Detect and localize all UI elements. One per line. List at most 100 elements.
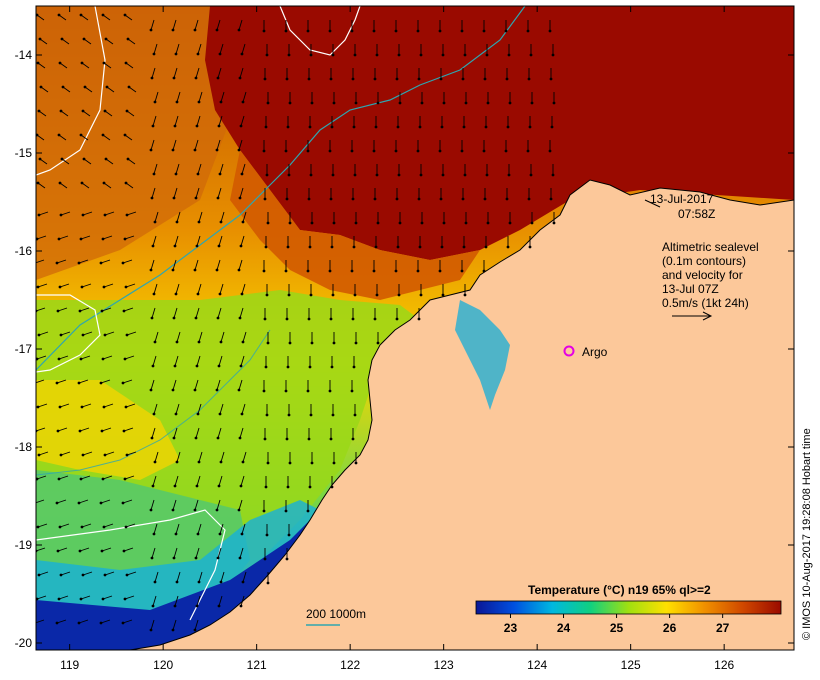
velocity-arrow-head [440,125,444,129]
velocity-arrow [62,86,71,93]
velocity-arrow [80,595,91,600]
velocity-arrow-head [150,196,154,200]
lat-tick-label: -14 [15,48,33,62]
velocity-arrow [103,403,114,408]
velocity-arrow [195,547,200,559]
velocity-arrow [173,307,178,319]
velocity-arrow-head [526,29,530,33]
velocity-arrow-head [394,269,398,273]
velocity-arrow-head [310,341,314,345]
velocity-arrow-head [441,53,445,57]
velocity-arrow-head [56,309,60,313]
velocity-arrow-head [262,389,266,393]
velocity-arrow-head [264,485,268,489]
velocity-arrow [102,475,113,480]
velocity-arrow-head [284,389,288,393]
velocity-arrow [172,499,177,511]
velocity-arrow [37,62,46,69]
velocity-arrow-head [215,508,219,512]
velocity-arrow [103,283,114,288]
velocity-arrow-head [39,85,43,89]
velocity-arrow-head [373,317,377,321]
colorbar-title: Temperature (°C) n19 65% ql>=2 [528,583,711,597]
velocity-arrow-head [57,477,61,481]
velocity-arrow-head [396,245,400,249]
velocity-arrow-head [194,196,198,200]
velocity-arrow-head [151,604,155,608]
velocity-arrow-head [332,341,336,345]
velocity-arrow-head [149,268,153,272]
velocity-arrow [84,86,93,93]
velocity-arrow-head [329,77,333,81]
velocity-arrow [241,43,246,55]
velocity-arrow-head [81,333,85,337]
velocity-arrow-head [241,340,245,344]
velocity-arrow-head [332,101,336,105]
velocity-arrow [56,499,67,504]
velocity-arrow [175,403,180,415]
velocity-arrow-head [56,549,60,553]
velocity-arrow-head [36,61,40,65]
velocity-arrow-head [172,196,176,200]
velocity-arrow-head [241,220,245,224]
velocity-arrow-head [123,133,127,137]
velocity-arrow [81,62,90,69]
velocity-arrow-head [241,100,245,104]
velocity-arrow-head [484,125,488,129]
velocity-arrow-head [309,173,313,177]
velocity-arrow-head [263,437,267,441]
velocity-arrow-head [332,221,336,225]
velocity-arrow-head [123,357,127,361]
lon-tick-label: 119 [60,658,79,672]
king-sound-inlet [455,300,510,410]
velocity-arrow-head [55,501,59,505]
lat-tick-label: -18 [15,440,33,454]
velocity-arrow-head [77,621,81,625]
velocity-arrow-head [55,621,59,625]
velocity-arrow-head [36,525,40,529]
velocity-arrow-head [79,133,83,137]
velocity-arrow [122,619,133,624]
velocity-arrow [83,158,92,165]
velocity-arrow [238,139,243,151]
velocity-arrow [176,451,181,463]
velocity-arrow-head [216,316,220,320]
velocity-arrow-head [309,53,313,57]
velocity-arrow-head [353,413,357,417]
velocity-arrow-head [508,101,512,105]
velocity-arrow-head [99,381,103,385]
velocity-arrow [196,475,201,487]
velocity-arrow-head [306,269,310,273]
velocity-arrow-head [79,13,83,17]
velocity-arrow [174,595,179,607]
velocity-arrow-head [127,85,131,89]
velocity-arrow [217,307,222,319]
velocity-arrow-head [310,221,314,225]
credit-text: © IMOS 10-Aug-2017 19:28:08 Hobart time [801,428,813,640]
map-plot-area: Argo 13-Jul-2017 07:58Z Altimetric seale… [36,6,794,650]
velocity-arrow-head [416,269,420,273]
velocity-arrow-head [105,85,109,89]
velocity-arrow-head [79,357,83,361]
velocity-arrow [151,307,156,319]
velocity-arrow-head [354,461,358,465]
velocity-arrow [59,182,68,189]
velocity-arrow-head [153,220,157,224]
velocity-arrow-head [462,245,466,249]
velocity-arrow-head [196,292,200,296]
velocity-arrow-head [149,28,153,32]
velocity-arrow-head [351,317,355,321]
velocity-arrow-head [101,133,105,137]
velocity-arrow-head [171,388,175,392]
velocity-arrow [36,547,46,552]
lon-tick-label: 123 [434,658,454,672]
velocity-arrow-head [82,157,86,161]
velocity-arrow [176,91,181,103]
velocity-arrow-head [240,172,244,176]
velocity-arrow [36,355,47,360]
velocity-arrow [194,19,199,31]
velocity-arrow-head [152,412,156,416]
velocity-arrow [82,571,93,576]
velocity-arrow [218,595,223,607]
velocity-arrow-head [507,173,511,177]
